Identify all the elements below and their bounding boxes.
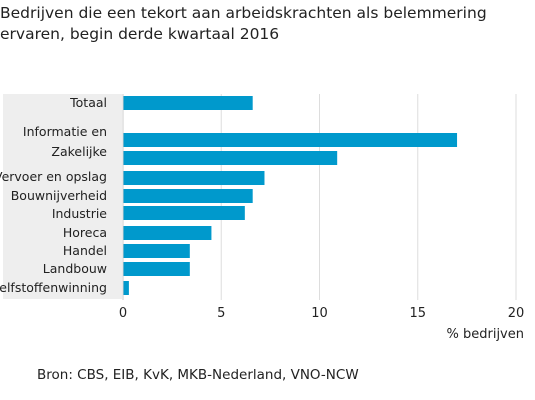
bar: [123, 133, 458, 147]
bar: [123, 171, 265, 185]
bar: [123, 244, 190, 258]
x-tick-labels: 0 5 10 15 20: [119, 306, 524, 321]
bars: [123, 96, 458, 295]
category-label: Vervoer en opslag: [0, 169, 107, 184]
category-label: Delfstoffenwinning: [0, 280, 107, 295]
bar: [123, 226, 212, 240]
x-tick-label: 5: [217, 306, 225, 321]
bar: [123, 281, 129, 295]
x-tick-label: 15: [409, 306, 426, 321]
category-label: Landbouw: [43, 261, 107, 276]
x-tick-label: 10: [311, 306, 328, 321]
category-label: Industrie: [52, 206, 107, 221]
category-label: Bouwnijverheid: [11, 188, 107, 203]
bar: [123, 262, 190, 276]
x-tick-label: 20: [508, 306, 525, 321]
bar: [123, 206, 245, 220]
category-label: Zakelijke: [51, 144, 107, 159]
category-label: Handel: [63, 243, 107, 258]
bar: [123, 96, 253, 110]
source-note: Bron: CBS, EIB, KvK, MKB-Nederland, VNO-…: [37, 367, 359, 383]
category-label: Totaal: [69, 95, 107, 110]
category-label-panel: [3, 94, 122, 299]
chart-title: Bedrijven die een tekort aan arbeidskrac…: [0, 3, 535, 45]
x-tick-label: 0: [119, 306, 127, 321]
chart-title-line-1: Bedrijven die een tekort aan arbeidskrac…: [0, 4, 487, 22]
bar: [123, 151, 338, 165]
category-label: Informatie en: [23, 124, 107, 139]
bar: [123, 189, 253, 203]
x-axis-label: % bedrijven: [447, 327, 525, 342]
category-labels: Totaal Informatie en Zakelijke Vervoer en o…: [0, 95, 107, 295]
category-label: Horeca: [63, 225, 107, 240]
chart-title-line-2: ervaren, begin derde kwartaal 2016: [0, 25, 280, 43]
gridlines: [220, 94, 517, 300]
